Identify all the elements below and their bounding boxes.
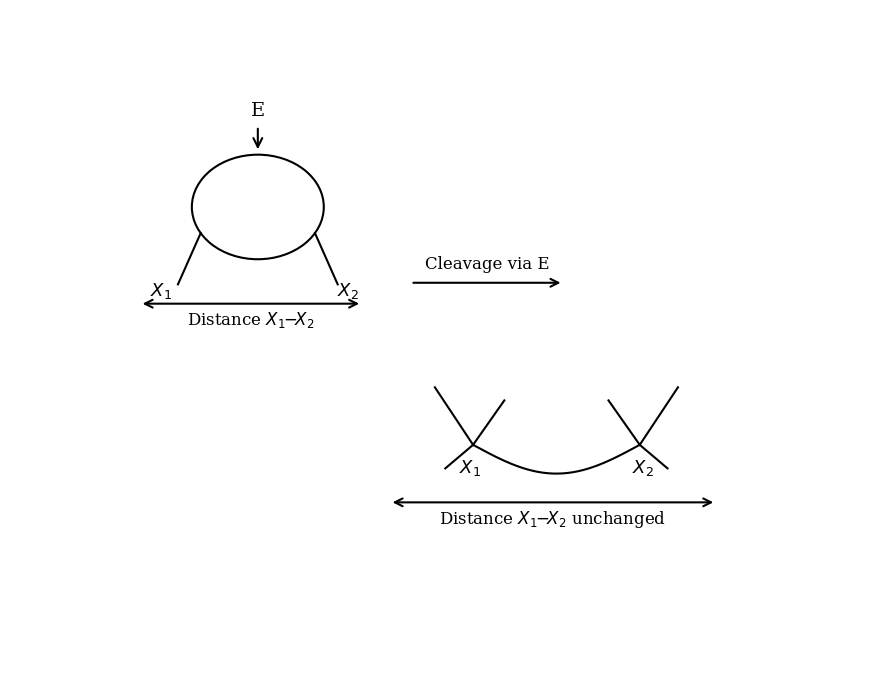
Text: Cleavage via E: Cleavage via E [425, 257, 549, 274]
Text: Distance $X_1\!\!-\!\!X_2$: Distance $X_1\!\!-\!\!X_2$ [187, 310, 314, 330]
Text: $X_2$: $X_2$ [337, 280, 358, 301]
Text: $X_1$: $X_1$ [459, 458, 480, 478]
Text: Distance $X_1\!\!-\!\!X_2$ unchanged: Distance $X_1\!\!-\!\!X_2$ unchanged [439, 509, 667, 530]
Text: $X_2$: $X_2$ [633, 458, 654, 478]
Text: $X_1$: $X_1$ [151, 280, 172, 301]
Text: E: E [251, 102, 265, 120]
